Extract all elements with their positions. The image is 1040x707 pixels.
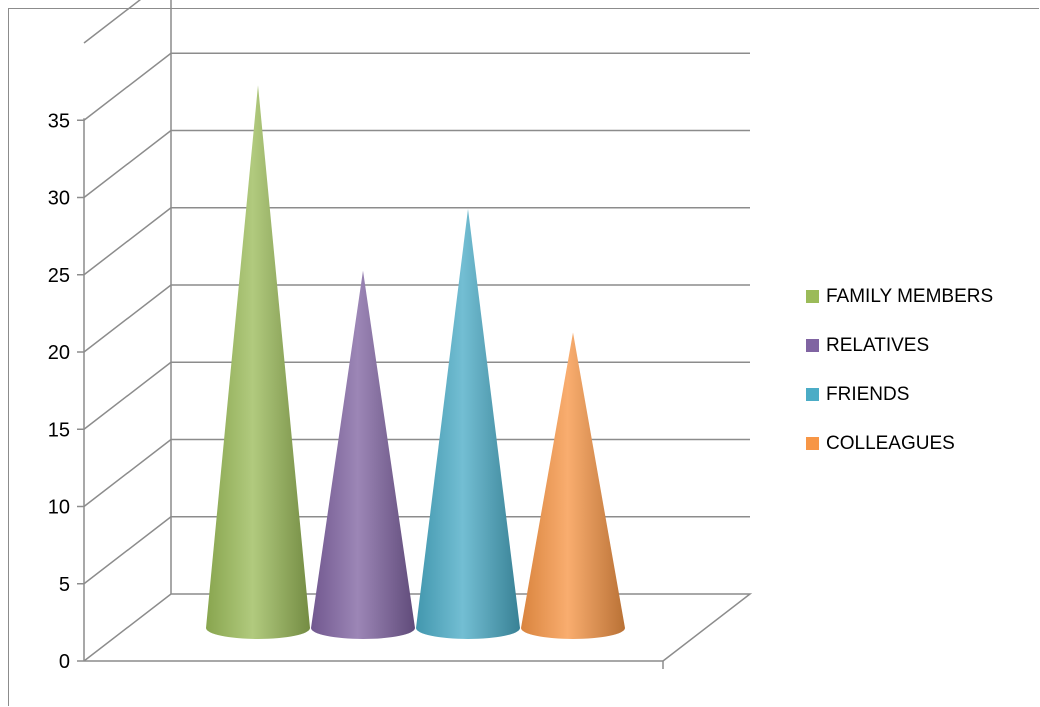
legend-label: COLLEAGUES [826, 432, 955, 454]
legend-item-family-members: FAMILY MEMBERS [806, 272, 993, 321]
gridline-side [83, 52, 172, 121]
y-tick-label: 20 [48, 342, 70, 364]
cone-friends [416, 208, 520, 639]
y-tick-label: 5 [59, 574, 70, 596]
gridline-side [83, 516, 172, 585]
y-tick-label: 0 [59, 651, 70, 673]
legend-item-relatives: RELATIVES [806, 321, 993, 370]
gridline-side [83, 207, 172, 276]
chart-frame [8, 8, 1039, 706]
gridline-side [83, 129, 172, 199]
gridline-side [83, 438, 172, 508]
cone-relatives [311, 270, 415, 639]
legend-swatch [806, 388, 819, 401]
legend-swatch [806, 339, 819, 352]
legend-swatch [806, 290, 819, 303]
cone-colleagues [521, 332, 625, 639]
legend-label: FRIENDS [826, 383, 910, 405]
cone-family-members [206, 85, 310, 639]
y-tick-label: 35 [48, 110, 70, 132]
legend-label: FAMILY MEMBERS [826, 285, 994, 307]
legend-label: RELATIVES [826, 334, 930, 356]
legend: FAMILY MEMBERS RELATIVES FRIENDS COLLEAG… [806, 272, 993, 468]
y-tick-label: 30 [48, 188, 70, 210]
legend-item-friends: FRIENDS [806, 370, 993, 419]
gridline-side [83, 284, 172, 353]
gridline-side [83, 361, 172, 430]
gridline-side [83, 0, 142, 44]
legend-swatch [806, 437, 819, 450]
legend-item-colleagues: COLLEAGUES [806, 419, 993, 468]
y-tick-label: 25 [48, 265, 70, 287]
y-tick-label: 10 [48, 497, 70, 519]
y-tick-label: 15 [48, 419, 70, 441]
